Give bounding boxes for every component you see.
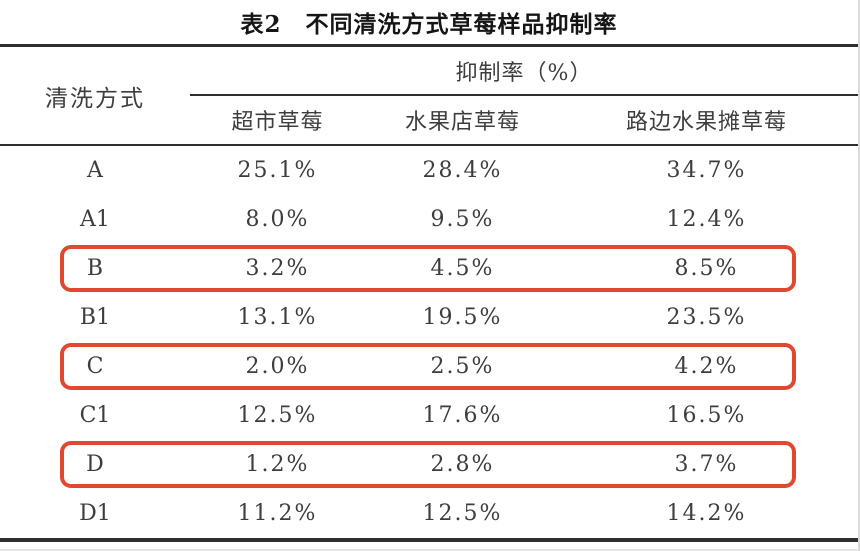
span-header: 抑制率（%）	[455, 60, 593, 86]
cell-value: 19.5%	[422, 305, 503, 330]
span-header-rule	[190, 94, 858, 96]
table-row: B1 13.1% 19.5% 23.5%	[0, 293, 858, 342]
cell-value: 13.1%	[237, 305, 318, 330]
cell-value: 4.2%	[674, 354, 739, 379]
cell-value: 4.5%	[430, 256, 495, 281]
sub-header-supermarket: 超市草莓	[231, 110, 324, 135]
cell-value: 1.2%	[245, 452, 310, 477]
cell-value: 8.0%	[245, 207, 310, 232]
sub-header-fruit-store: 水果店草莓	[404, 110, 520, 135]
table-row-highlighted: C 2.0% 2.5% 4.2%	[0, 342, 858, 391]
table-row: A 25.1% 28.4% 34.7%	[0, 146, 858, 195]
table-row-highlighted: B 3.2% 4.5% 8.5%	[0, 244, 858, 293]
cell-value: 11.2%	[237, 501, 318, 526]
row-label: B	[86, 256, 104, 281]
table-header: 清洗方式 抑制率（%） 超市草莓 水果店草莓 路边水果摊草莓	[0, 47, 858, 144]
table-row: C1 12.5% 17.6% 16.5%	[0, 391, 858, 440]
row-label: D	[86, 452, 104, 477]
cell-value: 17.6%	[422, 403, 503, 428]
cell-value: 3.2%	[245, 256, 310, 281]
sub-header-roadside-stand: 路边水果摊草莓	[625, 110, 787, 135]
row-label: A	[87, 158, 103, 183]
cell-value: 8.5%	[674, 256, 739, 281]
cell-value: 12.5%	[422, 501, 503, 526]
table-row: D1 11.2% 12.5% 14.2%	[0, 489, 858, 538]
cell-value: 2.0%	[245, 354, 310, 379]
cell-value: 3.7%	[674, 452, 739, 477]
header-right-group: 抑制率（%） 超市草莓 水果店草莓 路边水果摊草莓	[190, 47, 858, 144]
table-body: A 25.1% 28.4% 34.7% A1 8.0% 9.5% 12.4% B…	[0, 146, 858, 538]
bottom-rule	[0, 538, 858, 542]
cell-value: 34.7%	[666, 158, 747, 183]
row-label: C1	[79, 403, 111, 428]
cell-value: 12.5%	[237, 403, 318, 428]
table-row-highlighted: D 1.2% 2.8% 3.7%	[0, 440, 858, 489]
cell-value: 14.2%	[666, 501, 747, 526]
sub-header-row: 超市草莓 水果店草莓 路边水果摊草莓	[190, 96, 858, 144]
cell-value: 25.1%	[237, 158, 318, 183]
cell-value: 2.5%	[430, 354, 495, 379]
cell-value: 28.4%	[422, 158, 503, 183]
row-label: C	[86, 354, 104, 379]
cell-value: 23.5%	[666, 305, 747, 330]
top-rule	[0, 44, 858, 47]
row-group-header: 清洗方式	[45, 85, 145, 112]
cell-value: 9.5%	[430, 207, 495, 232]
cell-value: 12.4%	[666, 207, 747, 232]
row-label: D1	[79, 501, 111, 526]
table-title: 表2 不同清洗方式草莓样品抑制率	[240, 11, 618, 38]
row-label: B1	[79, 305, 111, 330]
cell-value: 2.8%	[430, 452, 495, 477]
header-body-rule	[0, 144, 858, 146]
cell-value: 16.5%	[666, 403, 747, 428]
table-row: A1 8.0% 9.5% 12.4%	[0, 195, 858, 244]
row-label: A1	[80, 207, 110, 232]
